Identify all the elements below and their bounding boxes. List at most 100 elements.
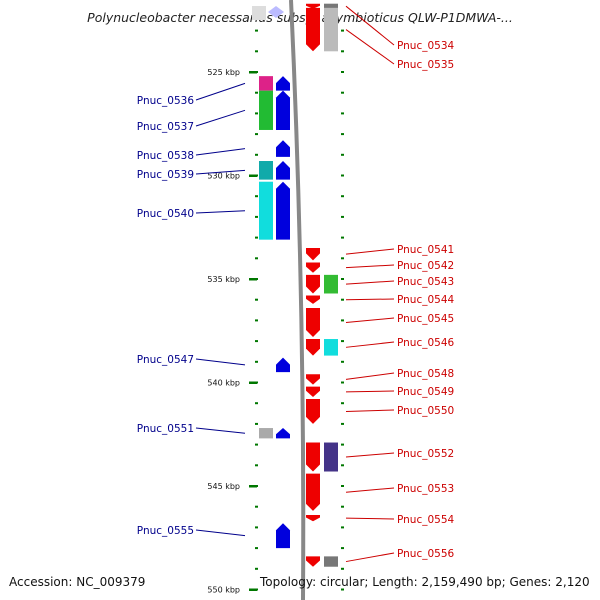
minor-tick: [341, 257, 344, 260]
gene-arrow[interactable]: [306, 7, 320, 52]
minor-tick: [341, 278, 344, 280]
gene-arrow[interactable]: [306, 514, 320, 522]
minor-tick: [255, 422, 258, 425]
gene-label[interactable]: Pnuc_0546: [397, 337, 455, 349]
ruler-label: 535 kbp: [207, 275, 240, 284]
label-leader-line: [345, 5, 395, 46]
genome-title: Polynucleobacter necessarius subsp. asym…: [87, 10, 513, 25]
gene-label[interactable]: Pnuc_0547: [137, 354, 194, 366]
minor-tick: [255, 567, 258, 570]
gene-arrow[interactable]: [306, 339, 320, 356]
label-leader-line: [195, 82, 246, 101]
minor-tick: [255, 112, 258, 115]
gene-arrow[interactable]: [306, 3, 320, 9]
cog-category-box: [324, 7, 338, 52]
cog-category-box: [259, 181, 273, 240]
gene-arrow[interactable]: [306, 386, 320, 397]
gene-arrow[interactable]: [276, 76, 290, 91]
gene-label[interactable]: Pnuc_0541: [397, 244, 454, 256]
gene-label[interactable]: Pnuc_0556: [397, 548, 455, 560]
gene-label[interactable]: Pnuc_0550: [397, 405, 454, 417]
gene-label[interactable]: Pnuc_0535: [397, 59, 454, 71]
label-leader-line: [345, 409, 395, 412]
gene-label[interactable]: Pnuc_0552: [397, 448, 454, 460]
gene-arrow[interactable]: [306, 295, 320, 304]
gene-arrow[interactable]: [306, 262, 320, 273]
minor-tick: [341, 464, 344, 467]
gene-arrow[interactable]: [306, 556, 320, 567]
label-leader-line: [195, 529, 246, 537]
minor-tick: [341, 133, 344, 136]
gene-arrow[interactable]: [276, 523, 290, 549]
gene-label[interactable]: Pnuc_0539: [137, 169, 194, 181]
label-leader-line: [195, 148, 246, 156]
gene-arrow[interactable]: [276, 181, 290, 240]
genome-summary-text: Topology: circular; Length: 2,159,490 bp…: [260, 575, 590, 589]
accession-text: Accession: NC_009379: [9, 575, 146, 589]
gene-arrow[interactable]: [306, 374, 320, 385]
minor-tick: [341, 195, 344, 198]
major-tick: [249, 588, 257, 591]
gene-label[interactable]: Pnuc_0551: [137, 423, 194, 435]
gene-arrow[interactable]: [306, 274, 320, 294]
gene-arrow[interactable]: [306, 399, 320, 424]
minor-tick: [341, 174, 344, 177]
gene-label[interactable]: Pnuc_0537: [137, 121, 194, 133]
gene-arrow[interactable]: [276, 357, 290, 373]
minor-tick: [341, 91, 344, 94]
gene-arrow[interactable]: [276, 140, 290, 157]
offscreen-feature: [268, 6, 284, 18]
gene-arrow[interactable]: [276, 90, 290, 130]
cog-category-box: [324, 339, 338, 356]
minor-tick: [341, 360, 344, 363]
ruler-label: 525 kbp: [207, 68, 240, 77]
gene-arrow[interactable]: [276, 161, 290, 180]
label-leader-line: [345, 552, 395, 563]
label-leader-line: [345, 248, 395, 255]
major-tick: [249, 174, 257, 177]
minor-tick: [341, 422, 344, 425]
cog-category-box: [324, 274, 338, 294]
gene-label[interactable]: Pnuc_0553: [397, 483, 454, 495]
gene-label[interactable]: Pnuc_0538: [137, 150, 194, 162]
gene-arrow[interactable]: [306, 307, 320, 337]
minor-tick: [341, 443, 344, 446]
ruler-label: 530 kbp: [207, 172, 240, 181]
minor-tick: [341, 71, 344, 73]
minor-tick: [341, 588, 344, 591]
gene-label[interactable]: Pnuc_0554: [397, 514, 455, 526]
gene-label[interactable]: Pnuc_0545: [397, 313, 454, 325]
minor-tick: [341, 236, 344, 239]
gene-arrow[interactable]: [276, 428, 290, 439]
minor-tick: [255, 91, 258, 94]
minor-tick: [341, 29, 344, 32]
gene-label[interactable]: Pnuc_0534: [397, 40, 455, 52]
label-leader-line: [345, 298, 395, 301]
gene-label[interactable]: Pnuc_0536: [137, 95, 195, 107]
gene-label[interactable]: Pnuc_0543: [397, 276, 454, 288]
gene-label[interactable]: Pnuc_0540: [137, 208, 194, 220]
label-leader-line: [195, 169, 246, 175]
gene-label[interactable]: Pnuc_0542: [397, 260, 454, 272]
ruler-label: 540 kbp: [207, 379, 240, 388]
minor-tick: [255, 340, 258, 343]
minor-tick: [255, 505, 258, 508]
gene-label[interactable]: Pnuc_0549: [397, 386, 454, 398]
cog-category-box: [324, 3, 338, 9]
gene-label[interactable]: Pnuc_0555: [137, 525, 194, 537]
ruler-label: 545 kbp: [207, 482, 240, 491]
gene-arrow[interactable]: [306, 247, 320, 261]
minor-tick: [255, 526, 258, 529]
gene-label[interactable]: Pnuc_0548: [397, 368, 454, 380]
label-leader-line: [345, 372, 395, 380]
minor-tick: [255, 153, 258, 156]
gene-arrow[interactable]: [306, 473, 320, 511]
minor-tick: [255, 464, 258, 467]
gene-label[interactable]: Pnuc_0544: [397, 294, 455, 306]
gene-arrow[interactable]: [306, 442, 320, 472]
label-leader-line: [345, 487, 395, 493]
label-leader-line: [345, 317, 395, 323]
minor-tick: [255, 195, 258, 198]
